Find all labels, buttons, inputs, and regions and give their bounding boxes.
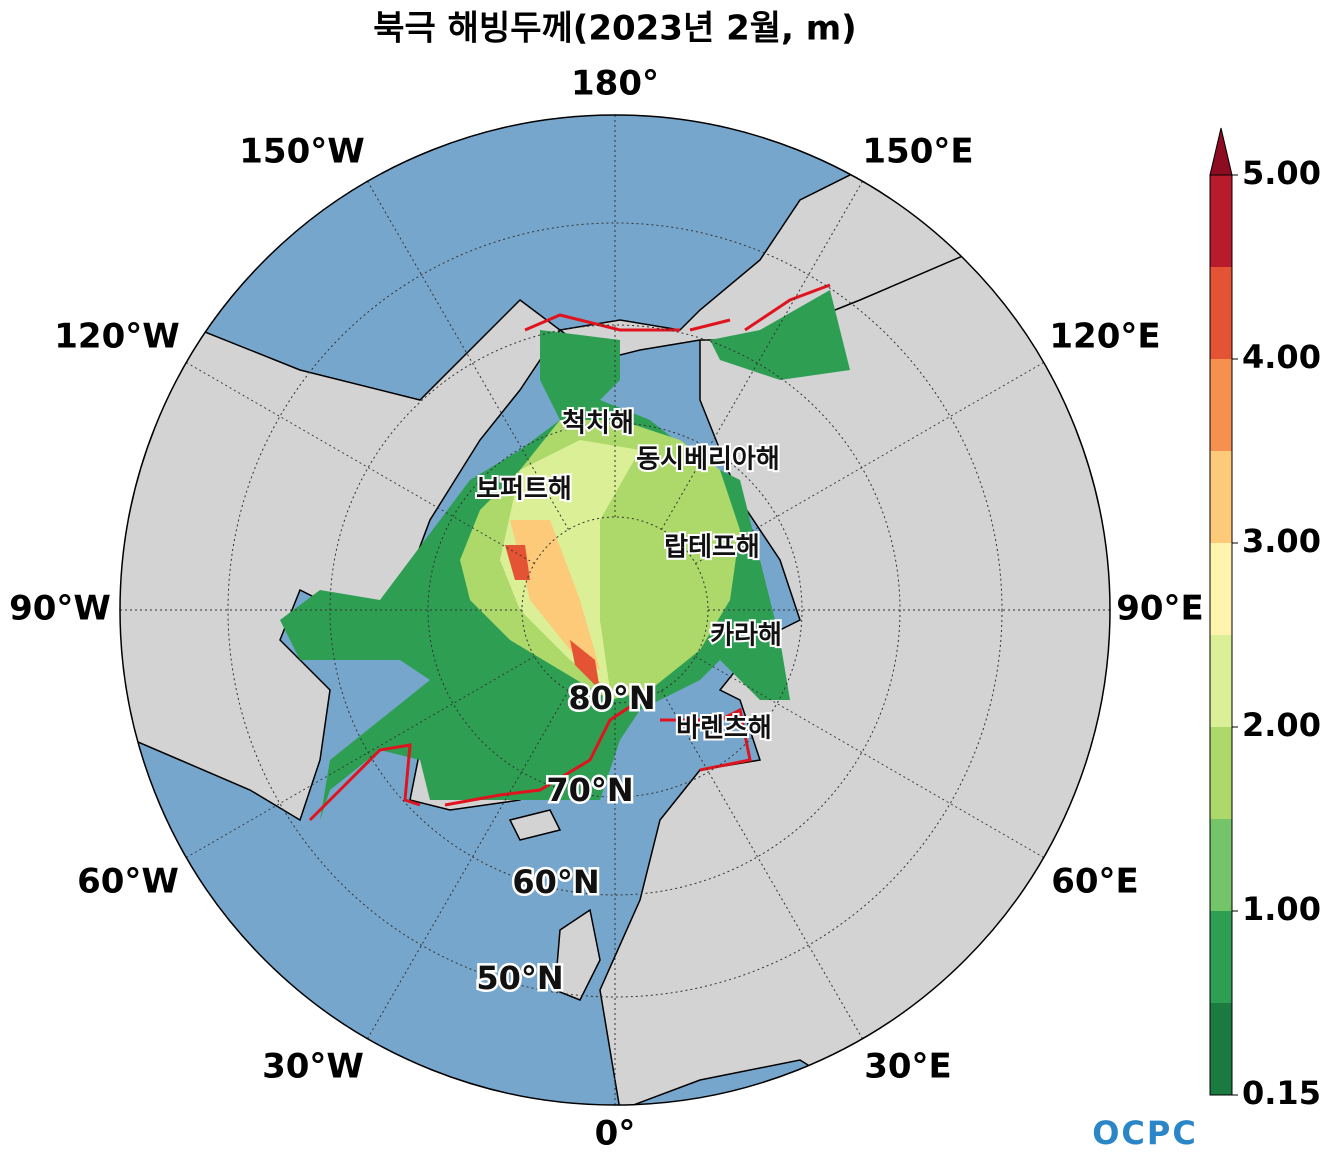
sea-ice-thickest <box>505 545 600 690</box>
colorbar-tick-label: 5.00 <box>1242 154 1321 192</box>
latitude-circle <box>427 422 803 798</box>
meridian <box>367 690 569 1039</box>
longitude-label: 60°E <box>1051 862 1139 902</box>
sea-label: 카라해 <box>710 621 782 651</box>
sea-ice-thick <box>500 440 640 690</box>
longitude-label: 150°W <box>239 132 364 172</box>
colorbar-segment <box>1210 451 1232 543</box>
land-europe-islands <box>508 809 601 1001</box>
colorbar-frame <box>1209 174 1233 1096</box>
map-border <box>119 114 1111 1106</box>
map <box>120 115 1110 1105</box>
colorbar-segment <box>1210 175 1232 267</box>
colorbar-segment <box>1210 727 1232 819</box>
colorbar-segment <box>1210 359 1232 451</box>
colorbar-segment <box>1210 911 1232 1003</box>
meridian <box>661 181 863 530</box>
colorbar: 0.15 1.00 2.00 3.00 4.00 5.00 <box>1209 127 1321 1112</box>
meridian <box>695 362 1044 564</box>
latitude-label: 70°N <box>546 771 633 809</box>
meridian <box>186 656 535 858</box>
latitude-label: 60°N <box>512 863 599 901</box>
colorbar-segment <box>1210 819 1232 911</box>
colorbar-segment <box>1210 543 1232 635</box>
longitude-label: 90°W <box>9 589 111 629</box>
sea-ice-russia <box>710 290 850 380</box>
latitude-label: 50°N <box>476 959 563 997</box>
latitude-label: 80°N <box>568 679 655 717</box>
sea-ice-thicker <box>510 520 600 670</box>
sea-label: 동시베리아해 <box>636 445 780 475</box>
colorbar-tick-label: 3.00 <box>1242 522 1321 560</box>
colorbar-tick-label: 1.00 <box>1242 890 1321 928</box>
colorbar-tick-label: 2.00 <box>1242 706 1321 744</box>
colorbar-segment <box>1210 1003 1232 1095</box>
meridian <box>661 690 863 1039</box>
sea-label: 바렌츠해 <box>676 714 772 744</box>
longitude-label: 30°W <box>262 1047 364 1087</box>
title: 북극 해빙두께(2023년 2월, m) <box>373 9 856 49</box>
graticule <box>120 115 1110 1105</box>
sea-label: 보퍼트해 <box>476 475 572 505</box>
ice-edge <box>308 283 831 822</box>
colorbar-extension <box>1209 127 1233 176</box>
longitude-label: 90°E <box>1116 589 1204 629</box>
longitude-label: 150°E <box>862 132 973 172</box>
colorbar-tick-label: 4.00 <box>1242 338 1321 376</box>
colorbar-segment <box>1210 635 1232 727</box>
sea-label: 척치해 <box>562 409 634 439</box>
longitude-label: 60°W <box>77 862 179 902</box>
longitude-label: 180° <box>571 64 659 104</box>
meridian <box>367 181 569 530</box>
longitude-label: 30°E <box>864 1047 952 1087</box>
meridian <box>695 656 1044 858</box>
colorbar-tick-label: 0.15 <box>1242 1074 1321 1112</box>
sea-label: 랍테프해 <box>664 533 760 563</box>
longitude-label: 120°W <box>54 317 179 357</box>
longitude-label: 0° <box>595 1114 636 1154</box>
colorbar-segment <box>1210 267 1232 359</box>
logo: OCPC <box>1092 1114 1198 1152</box>
longitude-label: 120°E <box>1049 317 1160 357</box>
latitude-circle <box>227 222 1003 998</box>
meridian <box>186 362 535 564</box>
